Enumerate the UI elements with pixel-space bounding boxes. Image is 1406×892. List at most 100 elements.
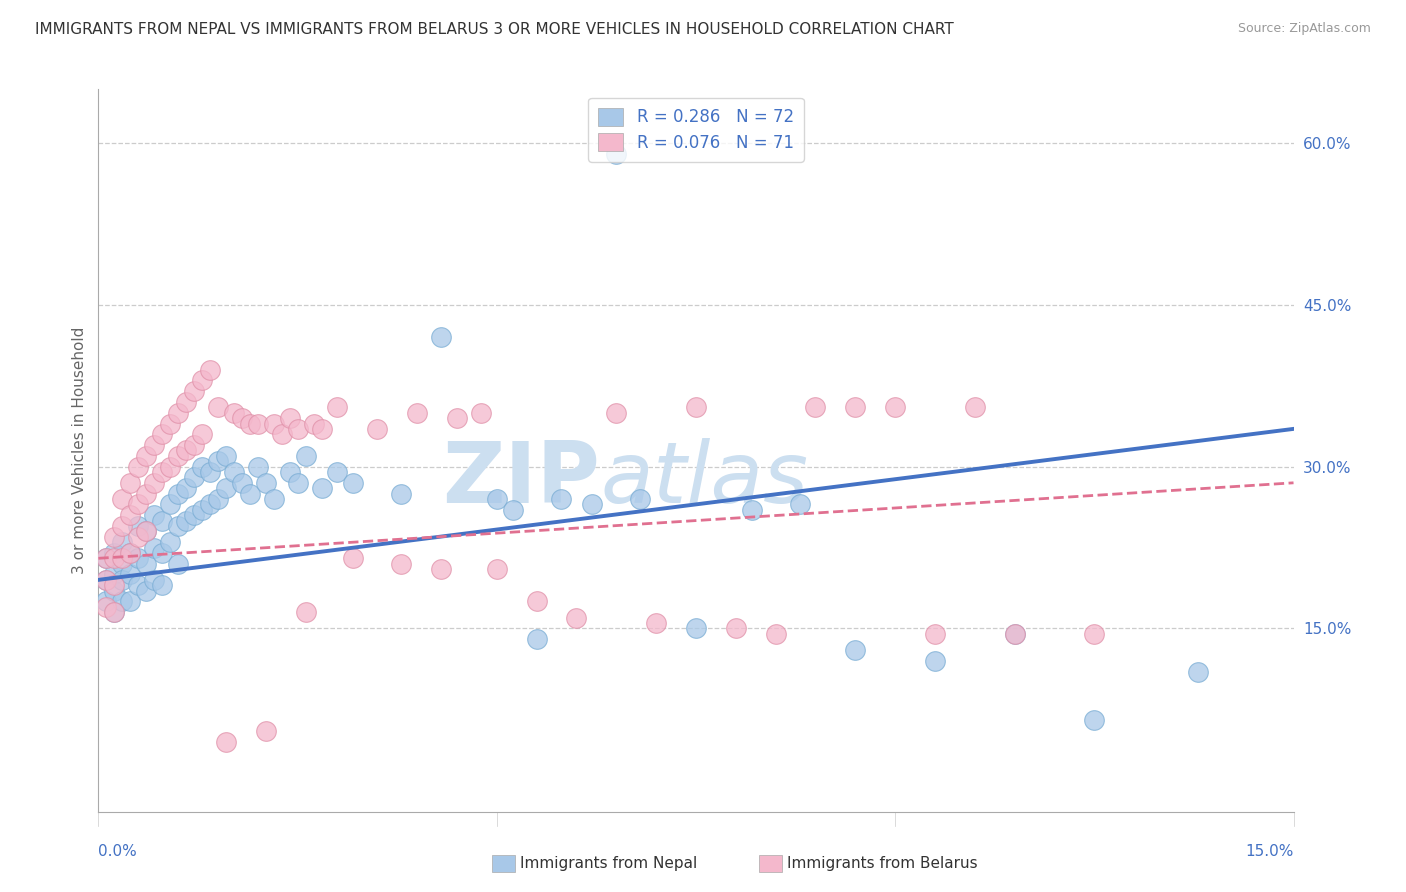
Point [470, 406, 492, 420]
Point [389, 557, 412, 571]
Text: IMMIGRANTS FROM NEPAL VS IMMIGRANTS FROM BELARUS 3 OR MORE VEHICLES IN HOUSEHOLD: IMMIGRANTS FROM NEPAL VS IMMIGRANTS FROM… [35, 22, 953, 37]
Point [96, 573, 118, 587]
Point [222, 465, 245, 479]
Point [1187, 665, 1209, 679]
Point [963, 401, 986, 415]
Point [565, 610, 588, 624]
Point [550, 491, 572, 506]
Point [287, 475, 309, 490]
Point [326, 401, 349, 415]
Point [143, 475, 166, 490]
Point [96, 594, 118, 608]
Point [143, 541, 166, 555]
Point [96, 599, 118, 614]
Point [167, 406, 190, 420]
Point [1083, 713, 1105, 727]
Point [174, 481, 197, 495]
Point [884, 401, 907, 415]
Point [167, 449, 190, 463]
Point [103, 578, 125, 592]
Point [111, 573, 134, 587]
Point [111, 535, 134, 549]
Point [198, 497, 221, 511]
Point [685, 621, 707, 635]
Point [765, 627, 787, 641]
Point [183, 508, 205, 523]
Point [581, 497, 603, 511]
Point [127, 497, 149, 511]
Text: Source: ZipAtlas.com: Source: ZipAtlas.com [1237, 22, 1371, 36]
Point [302, 417, 325, 431]
Point [215, 481, 238, 495]
Point [96, 551, 118, 566]
Point [485, 562, 508, 576]
Point [278, 411, 301, 425]
Point [294, 605, 316, 619]
Point [311, 481, 333, 495]
Point [389, 486, 412, 500]
Point [111, 519, 134, 533]
Point [526, 594, 548, 608]
Point [111, 551, 134, 566]
Point [924, 654, 946, 668]
Point [159, 417, 181, 431]
Point [120, 567, 142, 582]
Point [143, 508, 166, 523]
Point [150, 514, 173, 528]
Point [150, 578, 173, 592]
Point [103, 546, 125, 560]
Point [191, 427, 214, 442]
Point [135, 557, 157, 571]
Point [120, 546, 142, 560]
Point [159, 497, 181, 511]
Point [366, 422, 388, 436]
Point [406, 406, 429, 420]
Point [207, 491, 229, 506]
Point [287, 422, 309, 436]
Point [645, 615, 668, 630]
Point [263, 491, 285, 506]
Point [198, 362, 221, 376]
Point [150, 546, 173, 560]
Point [246, 459, 269, 474]
Point [1004, 627, 1026, 641]
Point [96, 573, 118, 587]
Point [111, 557, 134, 571]
Point [135, 449, 157, 463]
Point [127, 519, 149, 533]
Point [183, 470, 205, 484]
Point [150, 427, 173, 442]
Point [143, 438, 166, 452]
Point [127, 530, 149, 544]
Point [239, 417, 262, 431]
Text: Immigrants from Belarus: Immigrants from Belarus [787, 856, 979, 871]
Point [150, 465, 173, 479]
Point [103, 605, 125, 619]
Point [526, 632, 548, 647]
Point [924, 627, 946, 641]
Point [270, 427, 292, 442]
Y-axis label: 3 or more Vehicles in Household: 3 or more Vehicles in Household [72, 326, 87, 574]
Point [446, 411, 468, 425]
Point [215, 449, 238, 463]
Point [294, 449, 316, 463]
Legend: R = 0.286   N = 72, R = 0.076   N = 71: R = 0.286 N = 72, R = 0.076 N = 71 [588, 97, 804, 161]
Text: 0.0%: 0.0% [98, 844, 138, 859]
Point [183, 438, 205, 452]
Point [120, 546, 142, 560]
Point [430, 562, 453, 576]
Point [1083, 627, 1105, 641]
Point [174, 514, 197, 528]
Point [207, 401, 229, 415]
Point [127, 578, 149, 592]
Point [342, 551, 364, 566]
Point [605, 147, 627, 161]
Point [135, 524, 157, 539]
Text: 15.0%: 15.0% [1246, 844, 1294, 859]
Point [231, 411, 253, 425]
Point [103, 605, 125, 619]
Point [605, 406, 627, 420]
Point [174, 395, 197, 409]
Point [231, 475, 253, 490]
Point [502, 502, 524, 516]
